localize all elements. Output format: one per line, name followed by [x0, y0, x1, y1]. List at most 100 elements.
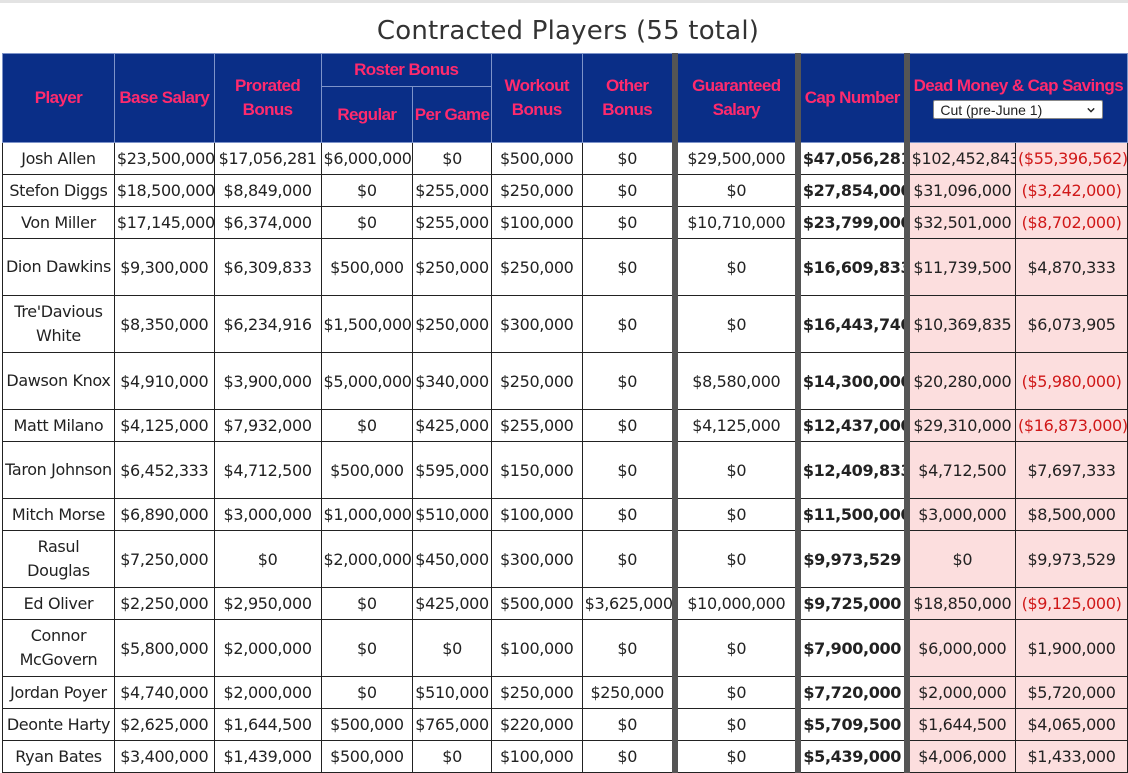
- guaranteed-salary-cell: $10,710,000: [674, 206, 801, 239]
- table-row: Dion Dawkins $9,300,000 $6,309,833 $500,000…: [2, 238, 1128, 296]
- contracts-table: Player Base Salary Prorated Bonus Roster…: [2, 53, 1128, 773]
- table-row: Tre'Davious White $8,350,000 $6,234,916 $1,…: [2, 295, 1128, 353]
- workout-bonus-cell: $100,000: [490, 206, 583, 239]
- roster-regular-cell: $500,000: [320, 740, 414, 773]
- player-cell[interactable]: Ryan Bates: [2, 740, 115, 773]
- table-row: Taron Johnson $6,452,333 $4,712,500 $500,00…: [2, 441, 1128, 499]
- base-salary-cell: $5,800,000: [113, 619, 215, 677]
- other-bonus-cell: $3,625,000: [581, 587, 678, 620]
- player-cell[interactable]: Connor McGovern: [2, 619, 115, 677]
- workout-bonus-cell: $500,000: [490, 142, 583, 175]
- roster-regular-cell: $0: [320, 619, 414, 677]
- roster-per-game-cell: $0: [412, 142, 492, 175]
- guaranteed-salary-cell: $8,580,000: [674, 352, 801, 410]
- table-row: Stefon Diggs $18,500,000 $8,849,000 $0 $255,…: [2, 174, 1128, 207]
- cap-number-cell: $9,973,529: [797, 530, 910, 588]
- roster-per-game-cell: $595,000: [412, 441, 492, 499]
- player-cell[interactable]: Von Miller: [2, 206, 115, 239]
- player-cell[interactable]: Rasul Douglas: [2, 530, 115, 588]
- guaranteed-salary-cell: $0: [674, 174, 801, 207]
- header-regular[interactable]: Regular: [320, 86, 414, 143]
- cut-scenario-select[interactable]: Cut (pre-June 1): [933, 100, 1104, 119]
- player-cell[interactable]: Ed Oliver: [2, 587, 115, 620]
- other-bonus-cell: $0: [581, 295, 678, 353]
- cap-number-cell: $16,609,833: [797, 238, 910, 296]
- cap-number-cell: $7,900,000: [797, 619, 910, 677]
- dead-money-cell: $20,280,000: [906, 352, 1017, 410]
- dead-money-cell: $4,006,000: [906, 740, 1017, 773]
- player-cell[interactable]: Tre'Davious White: [2, 295, 115, 353]
- cap-savings-cell: ($5,980,000): [1015, 352, 1128, 410]
- player-cell[interactable]: Matt Milano: [2, 409, 115, 442]
- header-dead-money: Dead Money & Cap Savings Cut (pre-June 1…: [906, 53, 1128, 143]
- roster-per-game-cell: $0: [412, 619, 492, 677]
- table-row: Deonte Harty $2,625,000 $1,644,500 $500,000…: [2, 708, 1128, 741]
- chevron-down-icon: [1087, 107, 1096, 113]
- dead-money-cell: $102,452,843: [906, 142, 1017, 175]
- header-base-salary[interactable]: Base Salary: [113, 53, 215, 143]
- other-bonus-cell: $0: [581, 174, 678, 207]
- roster-regular-cell: $5,000,000: [320, 352, 414, 410]
- roster-per-game-cell: $450,000: [412, 530, 492, 588]
- player-cell[interactable]: Dawson Knox: [2, 352, 115, 410]
- cap-savings-cell: $1,900,000: [1015, 619, 1128, 677]
- player-cell[interactable]: Jordan Poyer: [2, 676, 115, 709]
- other-bonus-cell: $0: [581, 530, 678, 588]
- header-guaranteed-salary[interactable]: Guaranteed Salary: [674, 53, 801, 143]
- top-divider: [0, 0, 1128, 3]
- table-row: Mitch Morse $6,890,000 $3,000,000 $1,000,00…: [2, 498, 1128, 531]
- header-workout-bonus[interactable]: Workout Bonus: [490, 53, 583, 143]
- prorated-bonus-cell: $2,950,000: [213, 587, 322, 620]
- cap-number-cell: $9,725,000: [797, 587, 910, 620]
- roster-regular-cell: $2,000,000: [320, 530, 414, 588]
- other-bonus-cell: $0: [581, 619, 678, 677]
- player-cell[interactable]: Josh Allen: [2, 142, 115, 175]
- prorated-bonus-cell: $1,644,500: [213, 708, 322, 741]
- roster-regular-cell: $1,500,000: [320, 295, 414, 353]
- prorated-bonus-cell: $4,712,500: [213, 441, 322, 499]
- roster-per-game-cell: $0: [412, 740, 492, 773]
- header-dead-money-label: Dead Money & Cap Savings: [913, 76, 1124, 95]
- roster-regular-cell: $0: [320, 587, 414, 620]
- header-cap-number-label: Cap Number: [804, 88, 901, 107]
- cut-scenario-value: Cut (pre-June 1): [940, 102, 1043, 118]
- cap-number-cell: $11,500,000: [797, 498, 910, 531]
- base-salary-cell: $4,740,000: [113, 676, 215, 709]
- roster-regular-cell: $0: [320, 206, 414, 239]
- dead-money-cell: $2,000,000: [906, 676, 1017, 709]
- header-cap-number[interactable]: Cap Number: [797, 53, 910, 143]
- base-salary-cell: $4,910,000: [113, 352, 215, 410]
- header-other-bonus[interactable]: Other Bonus: [581, 53, 678, 143]
- dead-money-cell: $31,096,000: [906, 174, 1017, 207]
- base-salary-cell: $3,400,000: [113, 740, 215, 773]
- workout-bonus-cell: $500,000: [490, 587, 583, 620]
- other-bonus-cell: $0: [581, 409, 678, 442]
- dead-money-cell: $29,310,000: [906, 409, 1017, 442]
- guaranteed-salary-cell: $0: [674, 708, 801, 741]
- roster-regular-cell: $500,000: [320, 238, 414, 296]
- player-cell[interactable]: Deonte Harty: [2, 708, 115, 741]
- other-bonus-cell: $0: [581, 238, 678, 296]
- header-per-game[interactable]: Per Game: [412, 86, 492, 143]
- player-cell[interactable]: Stefon Diggs: [2, 174, 115, 207]
- header-prorated-bonus[interactable]: Prorated Bonus: [213, 53, 322, 143]
- player-cell[interactable]: Mitch Morse: [2, 498, 115, 531]
- table-row: Dawson Knox $4,910,000 $3,900,000 $5,000,00…: [2, 352, 1128, 410]
- table-row: Ed Oliver $2,250,000 $2,950,000 $0 $425,000 $…: [2, 587, 1128, 620]
- base-salary-cell: $6,890,000: [113, 498, 215, 531]
- base-salary-cell: $8,350,000: [113, 295, 215, 353]
- player-cell[interactable]: Dion Dawkins: [2, 238, 115, 296]
- header-player[interactable]: Player: [2, 53, 115, 143]
- roster-per-game-cell: $425,000: [412, 587, 492, 620]
- base-salary-cell: $23,500,000: [113, 142, 215, 175]
- player-cell[interactable]: Taron Johnson: [2, 441, 115, 499]
- prorated-bonus-cell: $6,234,916: [213, 295, 322, 353]
- dead-money-cell: $1,644,500: [906, 708, 1017, 741]
- base-salary-cell: $17,145,000: [113, 206, 215, 239]
- cap-number-cell: $5,439,000: [797, 740, 910, 773]
- workout-bonus-cell: $300,000: [490, 295, 583, 353]
- other-bonus-cell: $0: [581, 206, 678, 239]
- other-bonus-cell: $0: [581, 441, 678, 499]
- cap-savings-cell: ($9,125,000): [1015, 587, 1128, 620]
- roster-per-game-cell: $340,000: [412, 352, 492, 410]
